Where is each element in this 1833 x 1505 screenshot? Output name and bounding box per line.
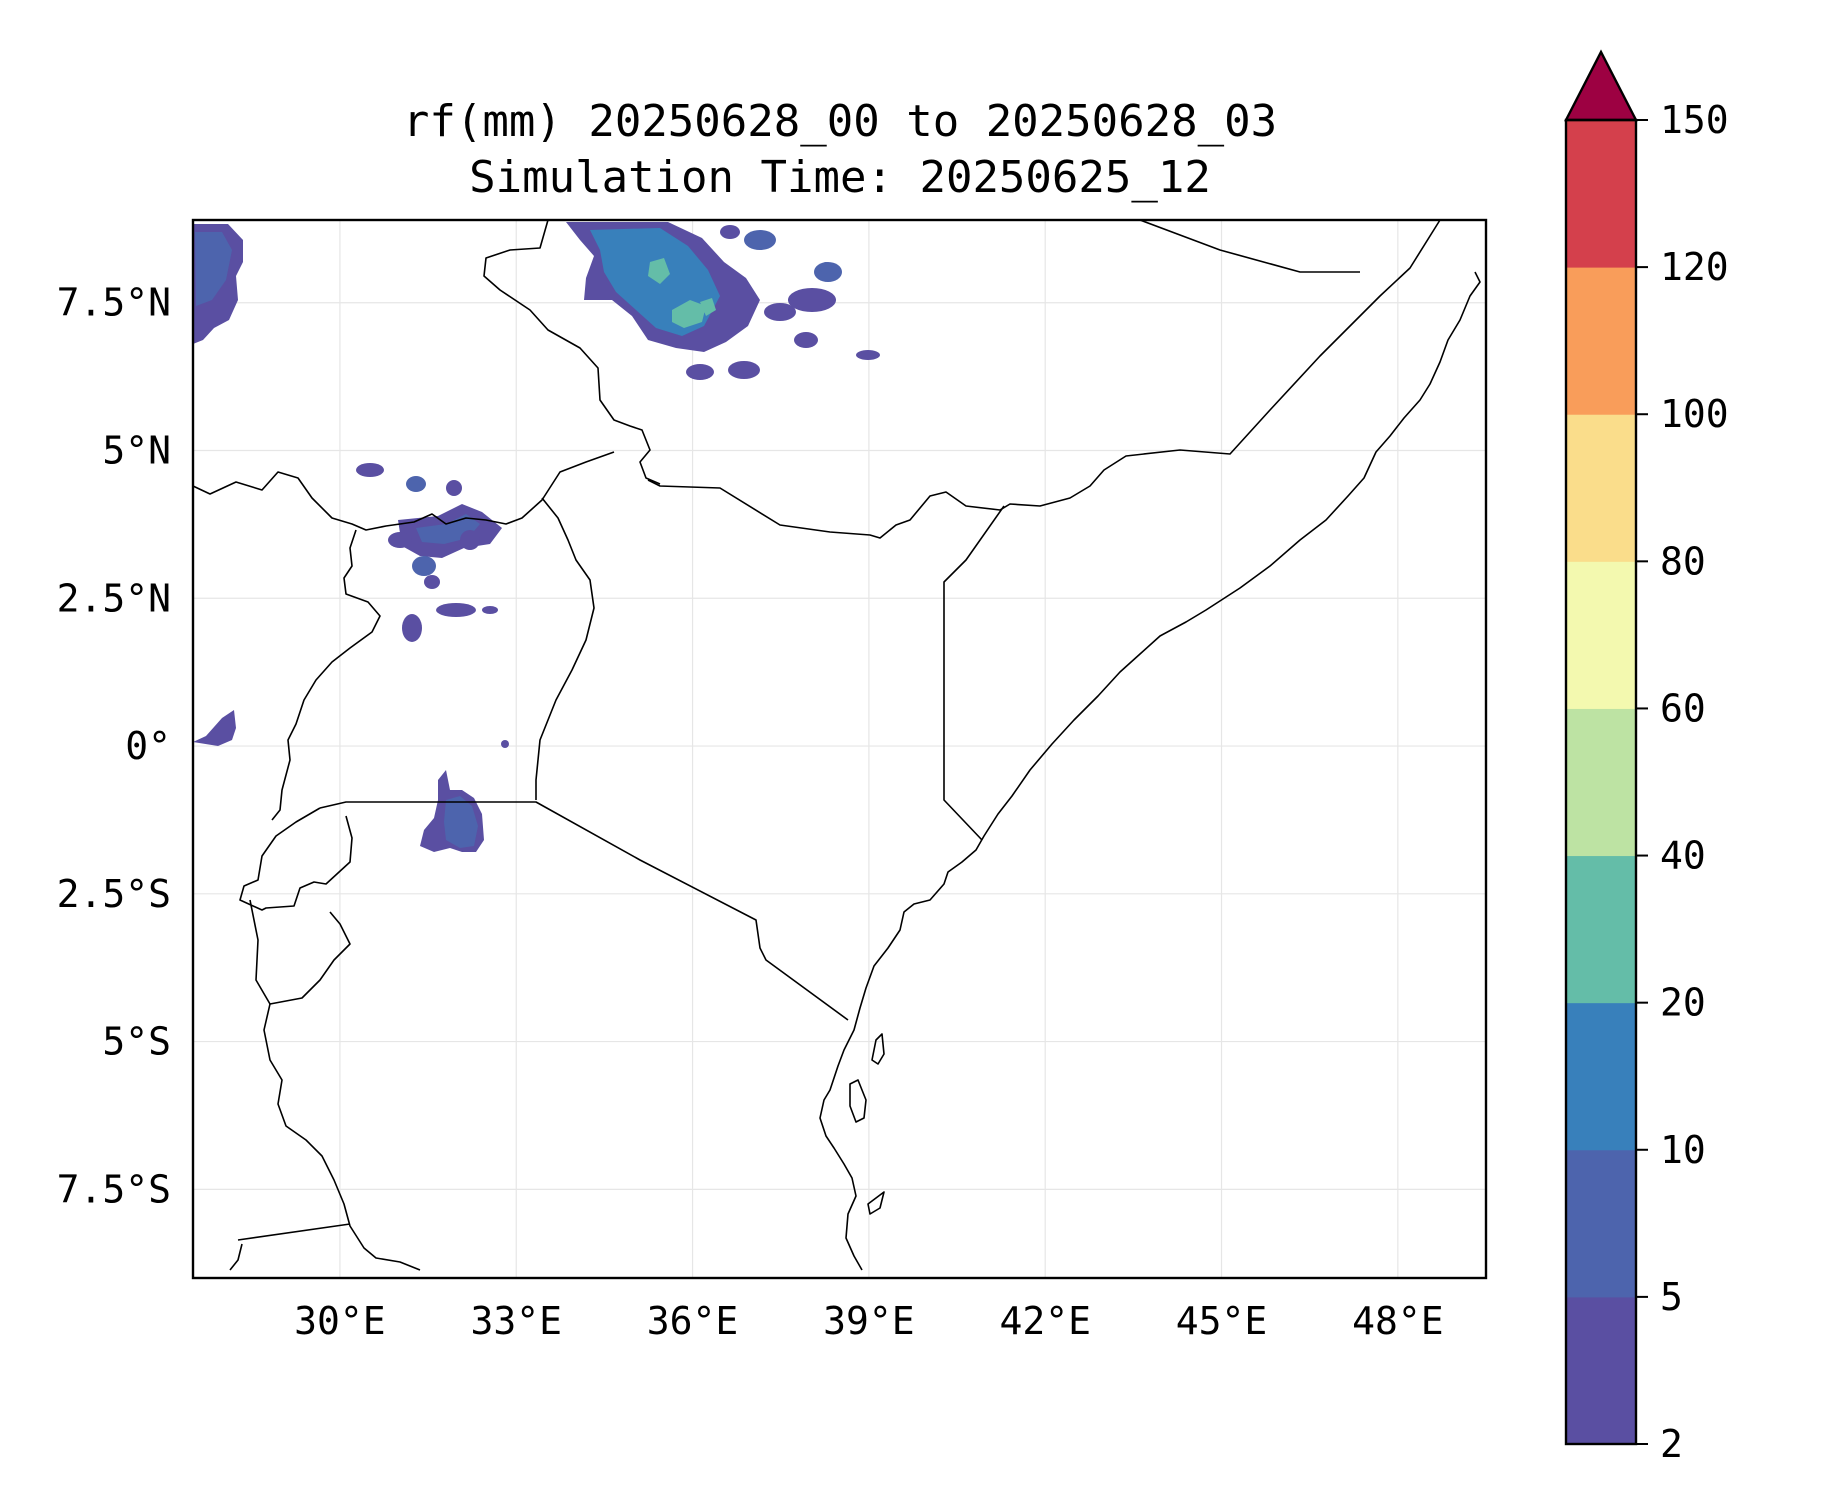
colorbar-frame: [1564, 118, 1638, 1446]
rainfall-region-drc: [193, 710, 236, 746]
border-uganda-kenya: [535, 497, 595, 800]
map-area: 30°E 33°E 36°E 39°E 42°E 45°E 48°E 7.5°N 5°N 2.5…: [57, 218, 1488, 1343]
x-tick-label: 36°E: [647, 1299, 739, 1343]
island-zanzibar: [849, 1079, 867, 1123]
colorbar-swatch: [1566, 267, 1636, 415]
map-frame: [191, 218, 1488, 1280]
rainfall-cell: [388, 532, 412, 548]
border-kenya-somalia: [943, 505, 1005, 841]
colorbar-swatch: [1566, 1149, 1636, 1298]
y-tick-label: 0°: [125, 724, 171, 768]
border-ethiopia-south-sudan: [483, 219, 661, 485]
colorbar-ticks: 2 5 10 20 40 60 80 100 120 150: [1636, 98, 1729, 1466]
island-mafia: [867, 1191, 885, 1215]
rainfall-cell: [820, 262, 832, 274]
colorbar-tick-label: 100: [1660, 392, 1729, 436]
rainfall-region-lake-victoria-inner: [444, 796, 478, 848]
y-tick-label: 7.5°S: [57, 1167, 171, 1211]
colorbar-swatch: [1566, 708, 1636, 857]
rainfall-cell: [460, 530, 480, 550]
colorbar-swatch: [1566, 855, 1636, 1004]
y-tick-label: 2.5°S: [57, 872, 171, 916]
border-ethiopia-somalia-north: [1139, 219, 1360, 273]
y-tick-label: 2.5°N: [57, 576, 171, 620]
rainfall-cell: [402, 614, 422, 642]
colorbar-swatch: [1566, 120, 1636, 268]
coastline-east-africa: [819, 271, 1481, 1271]
rainfall-cell: [446, 480, 462, 496]
y-tick-label: 7.5°N: [57, 281, 171, 325]
colorbar-swatch: [1566, 1296, 1636, 1445]
rainfall-region-ethiopia-core-3: [700, 298, 716, 316]
x-tick-label: 30°E: [294, 1299, 386, 1343]
rainfall-cell: [686, 364, 714, 380]
rainfall-region-nw-inner: [195, 232, 232, 306]
coastline: [819, 271, 1481, 1271]
border-southwest-corner: [229, 1243, 243, 1271]
colorbar-swatch: [1566, 561, 1636, 709]
colorbar: 2 5 10 20 40 60 80 100 120 150: [1564, 49, 1729, 1466]
y-tick-label: 5°N: [102, 429, 171, 473]
colorbar-tick-label: 5: [1660, 1275, 1683, 1319]
colorbar-swatch: [1566, 1002, 1636, 1151]
colorbar-tick-label: 10: [1660, 1128, 1706, 1172]
border-rwanda: [239, 807, 353, 911]
colorbar-tick-label: 40: [1660, 834, 1706, 878]
rainfall-cell: [764, 303, 796, 321]
rainfall-cell: [424, 575, 440, 589]
colorbar-tick-label: 20: [1660, 981, 1706, 1025]
rainfall-cell: [720, 225, 740, 239]
rainfall-contours: [193, 222, 880, 852]
colorbar-tick-label: 2: [1660, 1422, 1683, 1466]
colorbar-tick-label: 60: [1660, 686, 1706, 730]
border-kenya-ethiopia: [647, 219, 1441, 539]
x-tick-label: 48°E: [1352, 1299, 1444, 1343]
x-tick-label: 33°E: [470, 1299, 562, 1343]
title-line-2: Simulation Time: 20250625_12: [469, 152, 1211, 203]
rainfall-region-ethiopia-core-1: [648, 258, 670, 284]
rainfall-cell: [788, 288, 836, 312]
colorbar-swatches: [1566, 120, 1636, 1445]
rainfall-cell: [728, 361, 760, 379]
colorbar-tick-label: 80: [1660, 539, 1706, 583]
border-tanzania-west: [263, 1003, 421, 1271]
colorbar-swatch: [1566, 414, 1636, 562]
country-borders: [192, 219, 1441, 1271]
x-tick-label: 45°E: [1176, 1299, 1268, 1343]
border-burundi: [249, 899, 351, 1005]
rainfall-cell: [501, 740, 509, 748]
rainfall-cell: [412, 556, 436, 576]
x-tick-label: 42°E: [999, 1299, 1091, 1343]
x-axis-ticks: 30°E 33°E 36°E 39°E 42°E 45°E 48°E: [294, 1299, 1443, 1343]
rainfall-cell: [482, 606, 498, 614]
colorbar-tick-label: 120: [1660, 245, 1729, 289]
colorbar-extend-arrow: [1564, 49, 1638, 122]
y-axis-ticks: 7.5°N 5°N 2.5°N 0° 2.5°S 5°S 7.5°S: [57, 281, 171, 1212]
rainfall-cell: [794, 332, 818, 348]
rainfall-cell: [356, 463, 384, 477]
gridlines: [193, 220, 1486, 1278]
colorbar-tick-label: 150: [1660, 98, 1729, 142]
border-uganda-tanzania: [319, 801, 849, 1021]
island-pemba: [871, 1033, 885, 1065]
title-line-1: rf(mm) 20250628_00 to 20250628_03: [403, 96, 1277, 147]
rainfall-cell: [744, 230, 776, 250]
rainfall-region-ethiopia-core-2: [672, 300, 706, 328]
y-tick-label: 5°S: [102, 1020, 171, 1064]
rainfall-cell: [406, 476, 426, 492]
rainfall-cell: [856, 350, 880, 360]
border-south-sudan-uganda: [192, 451, 615, 531]
border-zambia-tanzania: [237, 1223, 351, 1241]
rainfall-cell: [436, 603, 476, 617]
border-uganda-drc: [271, 529, 381, 821]
x-tick-label: 39°E: [823, 1299, 915, 1343]
